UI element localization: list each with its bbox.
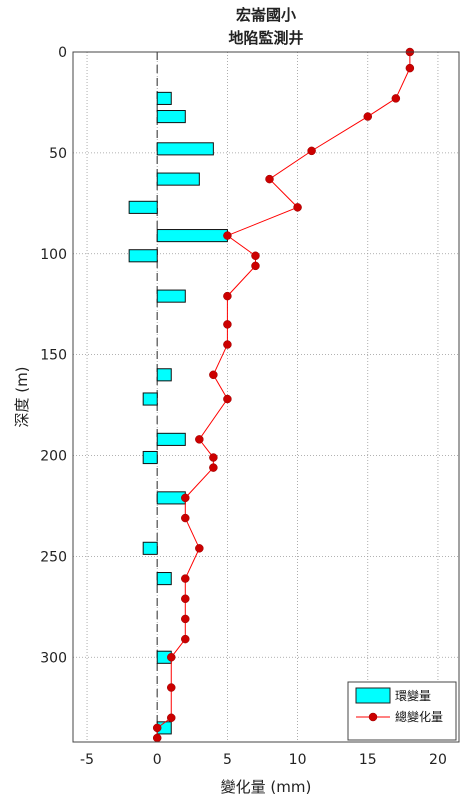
legend: 環變量 總變化量 [347,681,457,741]
y-tick-1: 50 [49,146,67,162]
bar-1 [156,110,186,124]
plot-background [73,52,459,742]
x-tick-0: -5 [80,752,94,768]
x-axis-label: 變化量 (mm) [221,778,312,796]
bar-7 [156,289,186,303]
y-tick-labels: 0 50 100 150 200 250 300 [40,45,67,666]
bar-14 [156,572,172,586]
y-tick-3: 150 [40,348,67,364]
y-tick-6: 300 [40,650,67,666]
line-series-group [152,47,415,743]
line-point-26 [167,683,176,692]
line-point-15 [195,435,204,444]
line-point-22 [181,594,190,604]
line-point-17 [209,463,218,472]
line-point-23 [181,614,190,624]
line-point-6 [293,203,302,212]
line-point-10 [223,291,232,301]
line-point-11 [223,320,232,329]
x-tick-labels: -5 0 5 10 15 20 [80,752,447,768]
bar-13 [142,541,158,555]
line-point-14 [223,394,232,404]
bar-6 [128,249,158,263]
line-point-12 [223,340,232,349]
line-point-2 [391,94,401,103]
y-tick-0: 0 [58,45,67,61]
y-axis-label: 深度 (m) [13,366,31,427]
line-point-25 [167,653,176,662]
bar-3 [156,172,200,186]
y-tick-5: 250 [40,549,67,565]
x-tick-5: 20 [429,752,447,768]
bar-10 [156,432,186,446]
plot-frame [72,51,460,743]
y-tick-4: 200 [40,449,67,465]
line-point-13 [209,370,218,380]
line-point-4 [307,146,316,156]
line-point-27 [167,713,176,723]
legend-bar-label: 環變量 [395,688,431,703]
bar-2 [156,142,214,156]
bar-8 [156,368,172,382]
chart-title-line-1: 宏崙國小 [236,6,296,24]
line-point-20 [195,544,204,553]
line-point-5 [265,174,274,184]
legend-line-marker [368,712,378,722]
bar-4 [128,200,158,214]
bar-9 [142,392,158,406]
legend-line-label: 總變化量 [395,709,443,724]
bar-0 [156,91,172,105]
line-point-18 [181,493,190,503]
x-tick-4: 15 [359,752,377,768]
x-tick-2: 5 [223,752,232,768]
line-point-28 [152,723,162,733]
chart-title-line-2: 地陷監測井 [228,29,303,47]
line-point-21 [181,574,190,583]
line-point-3 [363,112,373,121]
bar-5 [156,229,228,243]
line-point-24 [181,634,190,644]
line-point-19 [181,513,190,523]
line-point-9 [251,261,260,271]
bar-11 [142,450,158,465]
line-point-8 [251,251,260,261]
x-tick-3: 10 [289,752,307,768]
legend-bar-swatch [355,687,391,704]
bars-group [128,91,228,735]
line-point-7 [223,231,232,240]
x-tick-1: 0 [153,752,162,768]
line-point-1 [405,63,415,73]
line-point-29 [152,733,162,743]
y-tick-2: 100 [40,247,67,263]
line-point-16 [209,453,218,462]
